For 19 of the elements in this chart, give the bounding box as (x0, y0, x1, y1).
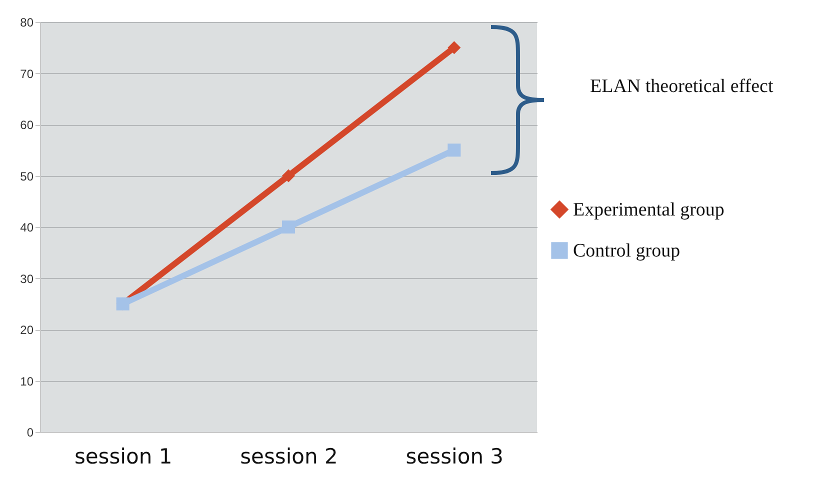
point (448, 41, 461, 54)
point (282, 169, 296, 182)
y-tick-label: 70 (20, 66, 34, 81)
x-tick-label: session 3 (406, 444, 504, 468)
y-tick-label: 10 (20, 374, 34, 388)
x-tick-label: session 1 (74, 444, 172, 468)
x-tick-label: session 2 (240, 444, 338, 468)
point (282, 220, 296, 234)
y-tick-label: 50 (20, 169, 34, 184)
y-tick-label: 20 (20, 323, 34, 337)
point (448, 144, 461, 157)
y-tick-label: 80 (20, 16, 34, 30)
text: ELAN theoretical effect (590, 76, 774, 98)
legend-label: Experimental group (573, 200, 724, 220)
legend-label: Control group (573, 240, 680, 262)
y-tick-label: 40 (20, 220, 34, 234)
y-tick-label: 30 (20, 272, 34, 286)
y-tick-label: 60 (20, 118, 34, 132)
y-tick-label: 0 (26, 426, 34, 440)
